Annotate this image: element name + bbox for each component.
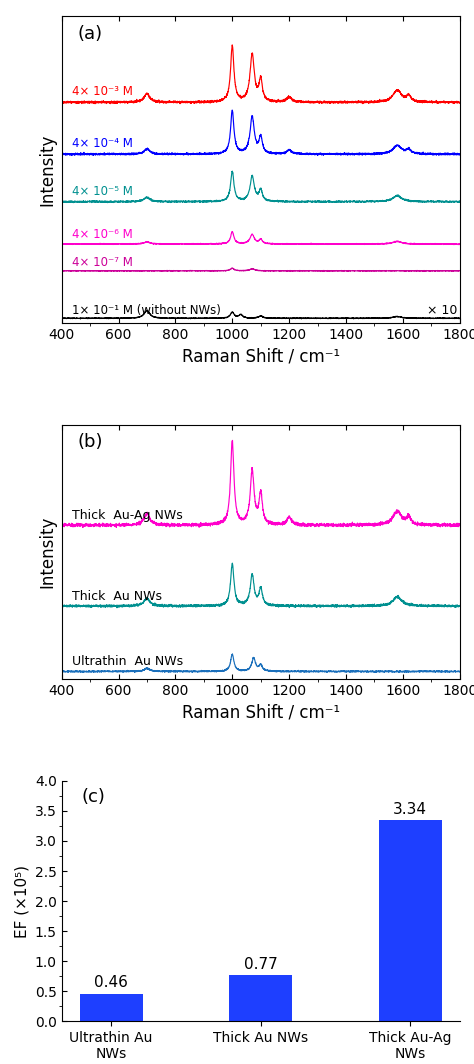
Text: Ultrathin  Au NWs: Ultrathin Au NWs — [72, 655, 182, 668]
Text: Thick  Au-Ag NWs: Thick Au-Ag NWs — [72, 509, 182, 522]
Y-axis label: Intensity: Intensity — [38, 516, 56, 588]
X-axis label: Raman Shift / cm⁻¹: Raman Shift / cm⁻¹ — [182, 348, 340, 366]
Text: Thick  Au NWs: Thick Au NWs — [72, 589, 162, 603]
Text: (a): (a) — [78, 26, 103, 44]
Text: 4× 10⁻³ M: 4× 10⁻³ M — [72, 85, 132, 98]
Text: 4× 10⁻⁵ M: 4× 10⁻⁵ M — [72, 185, 132, 198]
Text: 3.34: 3.34 — [393, 802, 427, 817]
X-axis label: Raman Shift / cm⁻¹: Raman Shift / cm⁻¹ — [182, 703, 340, 721]
Text: 1× 10⁻¹ M (without NWs): 1× 10⁻¹ M (without NWs) — [72, 303, 220, 317]
Text: 0.77: 0.77 — [244, 957, 278, 971]
Y-axis label: Intensity: Intensity — [38, 134, 56, 206]
Text: (b): (b) — [78, 433, 103, 451]
Text: × 10: × 10 — [427, 304, 457, 317]
Text: 4× 10⁻⁷ M: 4× 10⁻⁷ M — [72, 256, 132, 269]
Text: 4× 10⁻⁴ M: 4× 10⁻⁴ M — [72, 137, 132, 150]
Y-axis label: EF (×10⁵): EF (×10⁵) — [14, 865, 29, 937]
Text: 4× 10⁻⁶ M: 4× 10⁻⁶ M — [72, 229, 132, 242]
Bar — [229, 975, 292, 1021]
Text: 0.46: 0.46 — [94, 975, 128, 991]
Text: (c): (c) — [82, 788, 105, 807]
Bar — [80, 994, 143, 1021]
Bar — [379, 820, 442, 1021]
